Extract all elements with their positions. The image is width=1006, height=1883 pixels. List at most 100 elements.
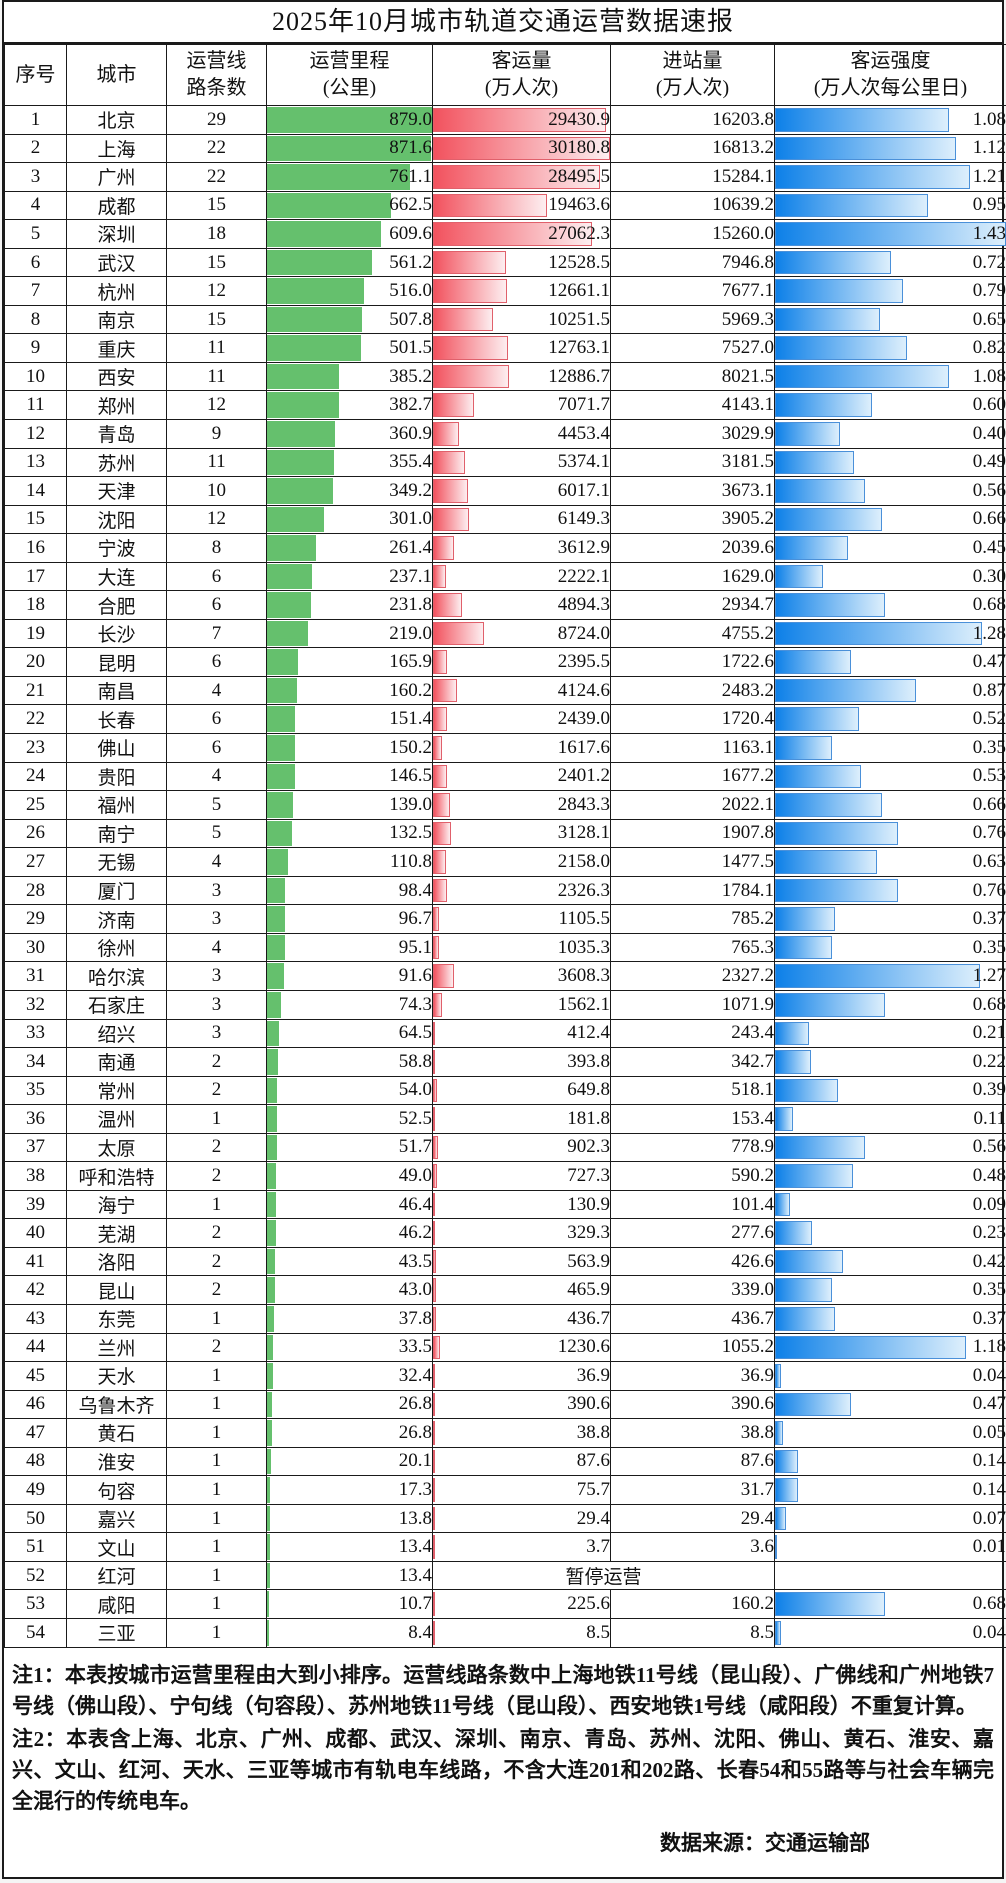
cell-rank: 35 <box>4 1075 67 1106</box>
intensity-bar <box>775 422 840 446</box>
mileage-bar <box>267 164 410 190</box>
cell-entries: 765.3 <box>610 932 775 963</box>
cell-passengers: 3.7 <box>432 1532 611 1562</box>
cell-intensity: 0.60 <box>774 390 1006 421</box>
page-title: 2025年10月城市轨道交通运营数据速报 <box>4 2 1002 44</box>
cell-lines: 2 <box>166 1075 267 1106</box>
table-row: 15 沈阳 12 301.0 6149.3 3905.2 0.66 <box>4 504 1006 535</box>
table-row: 23 佛山 6 150.2 1617.6 1163.1 0.35 <box>4 733 1006 763</box>
mileage-bar <box>267 1420 273 1446</box>
cell-city: 青岛 <box>66 419 167 449</box>
passengers-bar <box>433 621 485 646</box>
intensity-bar <box>775 1620 782 1645</box>
cell-passengers: 3608.3 <box>432 961 611 991</box>
cell-intensity: 0.37 <box>774 904 1006 934</box>
cell-passengers: 727.3 <box>432 1161 611 1191</box>
cell-city: 无锡 <box>66 847 167 877</box>
intensity-bar <box>775 793 882 817</box>
intensity-bar <box>775 222 1006 246</box>
passengers-bar <box>433 1021 436 1046</box>
passengers-bar <box>433 907 440 931</box>
mileage-bar <box>267 820 292 847</box>
passengers-bar <box>433 1306 436 1331</box>
cell-city: 贵阳 <box>66 761 167 792</box>
cell-lines: 11 <box>166 333 267 363</box>
cell-lines: 11 <box>166 361 267 392</box>
cell-city: 乌鲁木齐 <box>66 1389 167 1420</box>
passengers-bar <box>433 1135 439 1160</box>
cell-mileage: 74.3 <box>266 989 433 1020</box>
mileage-bar <box>267 278 364 304</box>
cell-passengers: 1035.3 <box>432 932 611 963</box>
cell-lines: 1 <box>166 1104 267 1134</box>
cell-mileage: 355.4 <box>266 447 433 478</box>
cell-city: 成都 <box>66 190 167 221</box>
mileage-bar <box>267 478 333 504</box>
cell-city: 宁波 <box>66 533 167 563</box>
cell-lines: 3 <box>166 989 267 1020</box>
cell-lines: 1 <box>166 1532 267 1562</box>
cell-city: 沈阳 <box>66 504 167 535</box>
cell-rank: 54 <box>4 1617 67 1648</box>
cell-intensity: 0.37 <box>774 1303 1006 1334</box>
cell-passengers: 1617.6 <box>432 733 611 763</box>
cell-intensity: 0.23 <box>774 1218 1006 1248</box>
intensity-bar <box>775 1221 813 1245</box>
cell-entries: 1677.2 <box>610 761 775 792</box>
cell-mileage: 20.1 <box>266 1446 433 1477</box>
table-row: 38 呼和浩特 2 49.0 727.3 590.2 0.48 <box>4 1161 1006 1191</box>
cell-mileage: 382.7 <box>266 390 433 421</box>
cell-passengers: 8724.0 <box>432 618 611 649</box>
cell-entries: 277.6 <box>610 1218 775 1248</box>
intensity-bar <box>775 935 832 960</box>
cell-entries: 2039.6 <box>610 533 775 563</box>
passengers-bar <box>433 193 548 218</box>
intensity-bar <box>775 136 956 161</box>
mileage-bar <box>267 763 295 790</box>
intensity-bar <box>775 1506 787 1531</box>
cell-city: 绍兴 <box>66 1018 167 1049</box>
cell-entries: 87.6 <box>610 1446 775 1477</box>
passengers-bar <box>433 793 450 817</box>
cell-lines: 3 <box>166 904 267 934</box>
cell-entries: 2934.7 <box>610 590 775 620</box>
cell-passengers: 225.6 <box>432 1589 611 1619</box>
cell-city: 昆明 <box>66 647 167 677</box>
cell-mileage: 54.0 <box>266 1075 433 1106</box>
cell-city: 芜湖 <box>66 1218 167 1248</box>
intensity-bar <box>775 707 859 732</box>
cell-lines: 1 <box>166 1446 267 1477</box>
mileage-bar <box>267 620 309 647</box>
cell-entries: 101.4 <box>610 1189 775 1220</box>
table-row: 37 太原 2 51.7 902.3 778.9 0.56 <box>4 1132 1006 1163</box>
cell-rank: 14 <box>4 476 67 506</box>
cell-mileage: 501.5 <box>266 333 433 363</box>
passengers-bar <box>433 1364 435 1388</box>
mileage-bar <box>267 1191 276 1218</box>
cell-lines: 1 <box>166 1503 267 1534</box>
cell-intensity: 0.09 <box>774 1189 1006 1220</box>
cell-mileage: 561.2 <box>266 247 433 278</box>
cell-entries: 390.6 <box>610 1389 775 1420</box>
mileage-bar <box>267 1134 277 1161</box>
intensity-bar <box>775 821 898 846</box>
cell-intensity: 0.14 <box>774 1446 1006 1477</box>
table-row: 54 三亚 1 8.4 8.5 8.5 0.04 <box>4 1617 1006 1648</box>
mileage-bar <box>267 392 339 419</box>
cell-lines: 2 <box>166 1332 267 1363</box>
table-row: 25 福州 5 139.0 2843.3 2022.1 0.66 <box>4 790 1006 820</box>
intensity-bar <box>775 250 892 275</box>
mileage-bar <box>267 1305 275 1332</box>
cell-entries: 7946.8 <box>610 247 775 278</box>
intensity-bar <box>775 850 877 874</box>
table-row: 9 重庆 11 501.5 12763.1 7527.0 0.82 <box>4 333 1006 363</box>
header-cell-passengers: 客运量 (万人次) <box>432 44 611 106</box>
cell-mileage: 49.0 <box>266 1161 433 1191</box>
cell-rank: 22 <box>4 704 67 735</box>
table-row: 21 南昌 4 160.2 4124.6 2483.2 0.87 <box>4 675 1006 706</box>
cell-rank: 43 <box>4 1303 67 1334</box>
cell-lines: 6 <box>166 704 267 735</box>
cell-entries: 29.4 <box>610 1503 775 1534</box>
cell-entries: 7677.1 <box>610 276 775 306</box>
passengers-bar <box>433 479 469 503</box>
